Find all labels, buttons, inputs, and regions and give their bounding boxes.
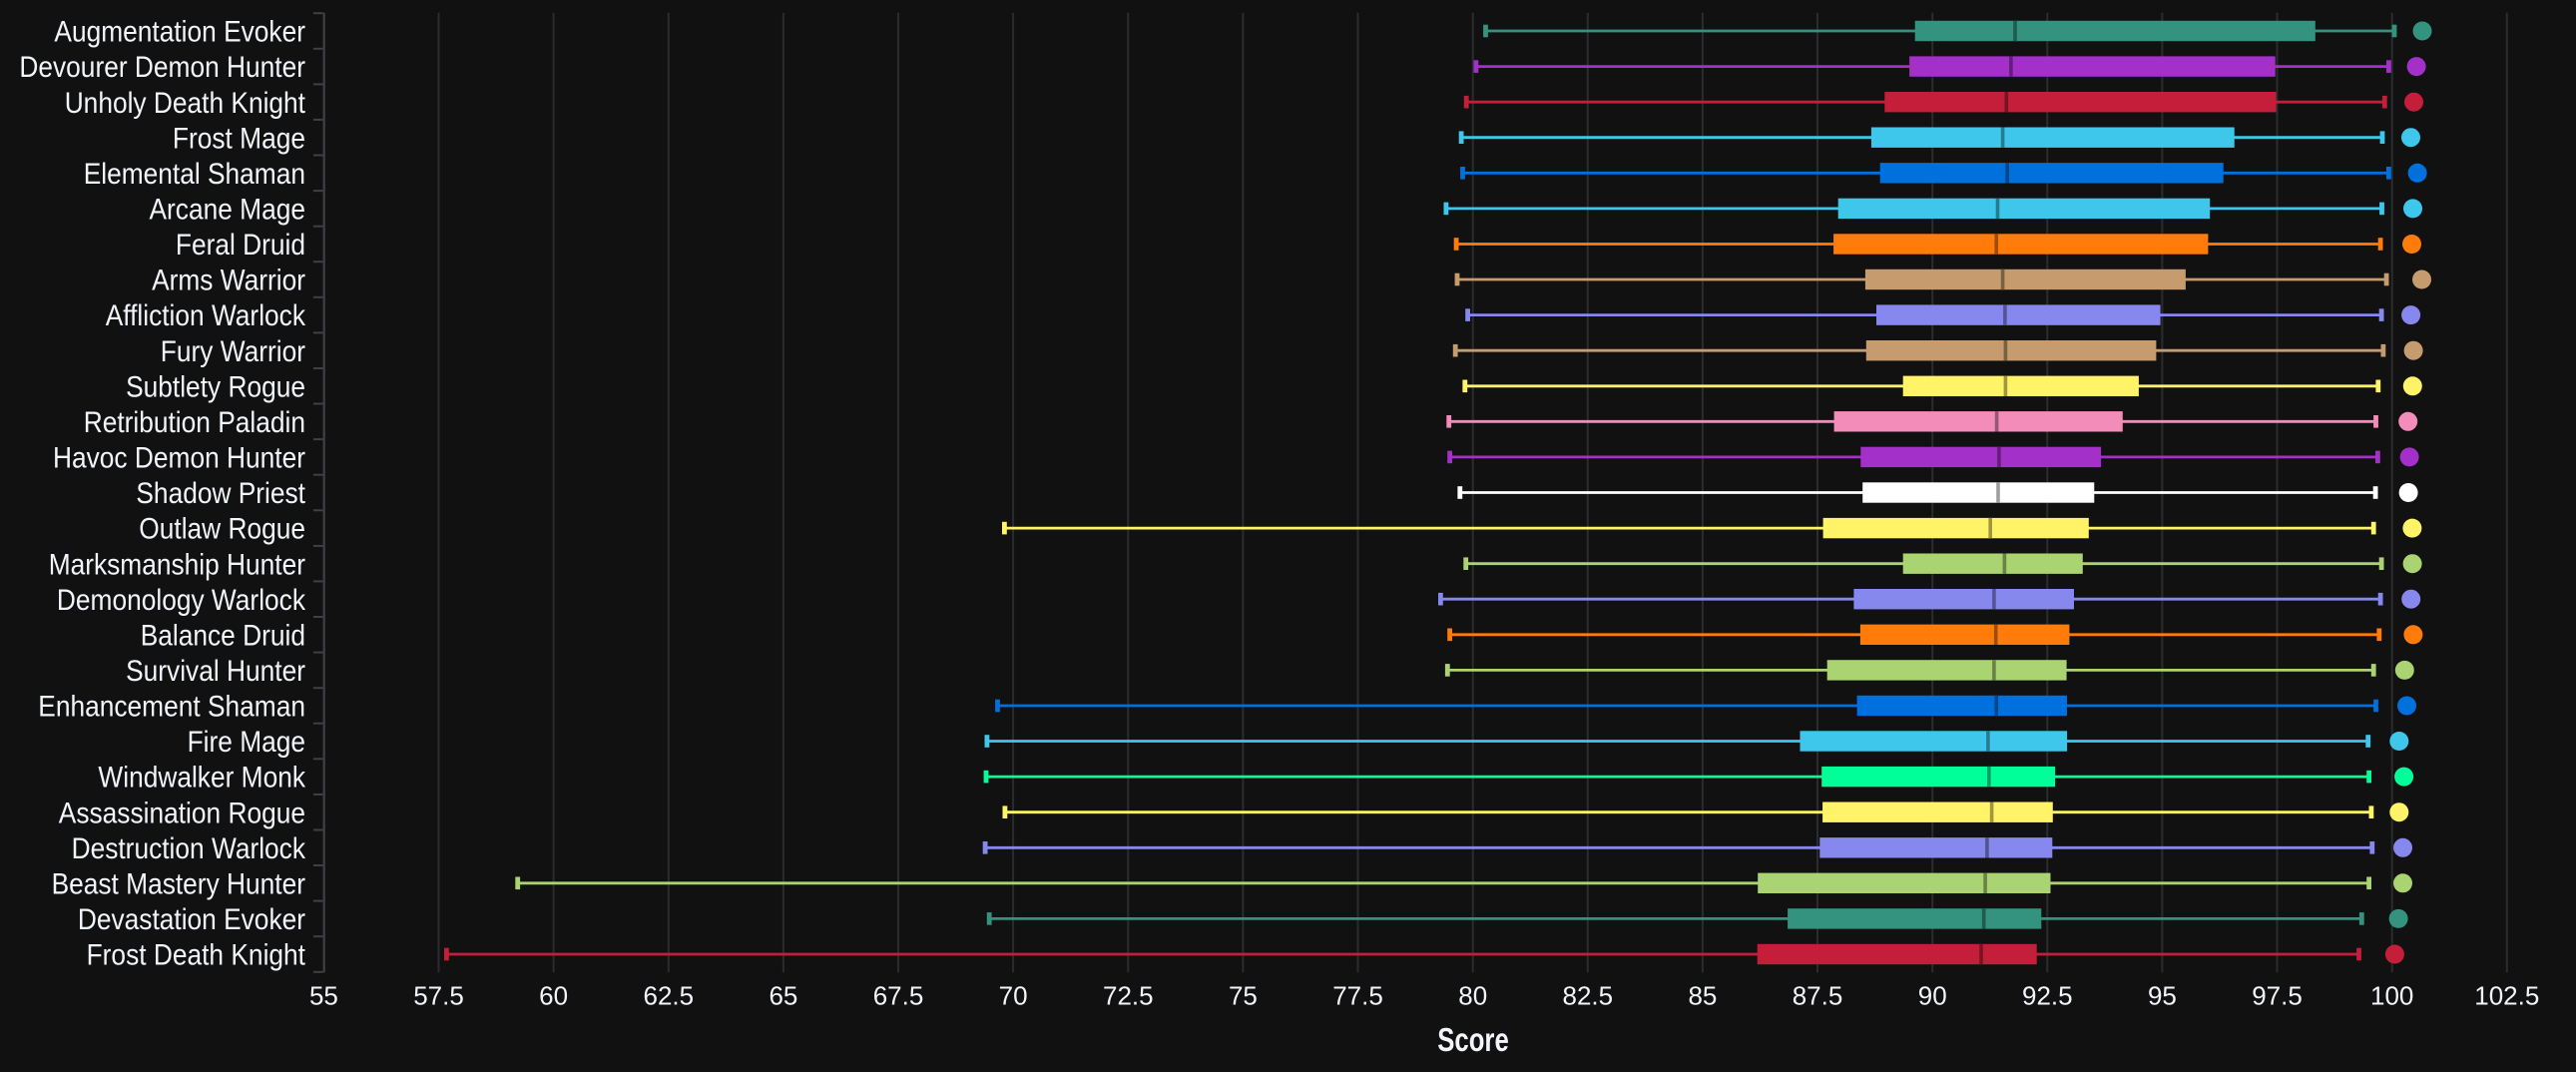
svg-text:80: 80 bbox=[1458, 981, 1487, 1011]
svg-text:Fury Warrior: Fury Warrior bbox=[161, 335, 305, 368]
svg-text:95: 95 bbox=[2148, 981, 2177, 1011]
svg-text:67.5: 67.5 bbox=[873, 981, 924, 1011]
svg-text:97.5: 97.5 bbox=[2252, 981, 2303, 1011]
svg-text:77.5: 77.5 bbox=[1332, 981, 1383, 1011]
svg-text:Elemental Shaman: Elemental Shaman bbox=[84, 158, 305, 191]
svg-text:87.5: 87.5 bbox=[1793, 981, 1843, 1011]
svg-text:Beast Mastery Hunter: Beast Mastery Hunter bbox=[52, 867, 305, 900]
svg-text:Destruction Warlock: Destruction Warlock bbox=[72, 832, 306, 865]
svg-text:Marksmanship Hunter: Marksmanship Hunter bbox=[49, 548, 305, 581]
svg-text:85: 85 bbox=[1688, 981, 1717, 1011]
svg-text:Augmentation Evoker: Augmentation Evoker bbox=[54, 16, 305, 49]
svg-text:90: 90 bbox=[1918, 981, 1947, 1011]
svg-text:Frost Death Knight: Frost Death Knight bbox=[87, 939, 306, 972]
svg-text:Affliction Warlock: Affliction Warlock bbox=[106, 299, 306, 332]
svg-text:62.5: 62.5 bbox=[643, 981, 694, 1011]
svg-text:Windwalker Monk: Windwalker Monk bbox=[98, 762, 305, 795]
svg-text:57.5: 57.5 bbox=[413, 981, 464, 1011]
svg-text:Frost Mage: Frost Mage bbox=[173, 122, 305, 155]
svg-text:82.5: 82.5 bbox=[1562, 981, 1613, 1011]
svg-text:Retribution Paladin: Retribution Paladin bbox=[84, 406, 305, 439]
svg-text:100: 100 bbox=[2370, 981, 2413, 1011]
svg-text:Balance Druid: Balance Druid bbox=[141, 619, 305, 652]
svg-text:Enhancement Shaman: Enhancement Shaman bbox=[38, 691, 305, 724]
svg-text:Shadow Priest: Shadow Priest bbox=[136, 477, 305, 510]
svg-text:72.5: 72.5 bbox=[1103, 981, 1154, 1011]
svg-text:60: 60 bbox=[539, 981, 568, 1011]
svg-text:Outlaw Rogue: Outlaw Rogue bbox=[139, 513, 305, 546]
svg-text:Feral Druid: Feral Druid bbox=[176, 229, 305, 262]
svg-text:Score: Score bbox=[1437, 1021, 1509, 1058]
svg-text:Devourer Demon Hunter: Devourer Demon Hunter bbox=[19, 51, 305, 84]
svg-text:102.5: 102.5 bbox=[2474, 981, 2539, 1011]
svg-text:Survival Hunter: Survival Hunter bbox=[126, 655, 305, 688]
svg-text:70: 70 bbox=[999, 981, 1028, 1011]
svg-text:Subtlety Rogue: Subtlety Rogue bbox=[126, 370, 305, 403]
svg-text:Fire Mage: Fire Mage bbox=[188, 726, 305, 759]
svg-text:Arcane Mage: Arcane Mage bbox=[150, 194, 306, 227]
svg-text:Arms Warrior: Arms Warrior bbox=[152, 265, 305, 297]
svg-text:Unholy Death Knight: Unholy Death Knight bbox=[65, 87, 306, 120]
svg-text:Havoc Demon Hunter: Havoc Demon Hunter bbox=[53, 442, 305, 475]
svg-text:Devastation Evoker: Devastation Evoker bbox=[78, 903, 305, 936]
svg-text:75: 75 bbox=[1229, 981, 1258, 1011]
svg-text:65: 65 bbox=[769, 981, 797, 1011]
svg-text:Demonology Warlock: Demonology Warlock bbox=[57, 584, 306, 617]
svg-text:Assassination Rogue: Assassination Rogue bbox=[59, 797, 305, 829]
svg-text:92.5: 92.5 bbox=[2022, 981, 2073, 1011]
svg-text:55: 55 bbox=[309, 981, 338, 1011]
